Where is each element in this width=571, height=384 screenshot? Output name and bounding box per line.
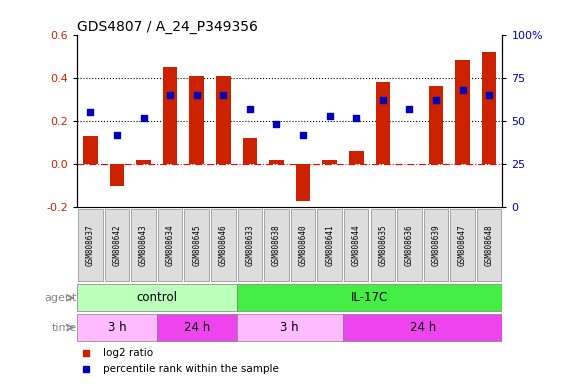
Text: GSM808633: GSM808633 <box>246 224 255 266</box>
Bar <box>136 160 151 164</box>
Text: GSM808646: GSM808646 <box>219 224 228 266</box>
Point <box>299 132 308 138</box>
FancyBboxPatch shape <box>104 209 129 281</box>
Text: percentile rank within the sample: percentile rank within the sample <box>103 364 279 374</box>
FancyBboxPatch shape <box>264 209 289 281</box>
FancyBboxPatch shape <box>343 314 502 341</box>
Bar <box>429 86 443 164</box>
FancyBboxPatch shape <box>184 209 209 281</box>
Text: GSM808636: GSM808636 <box>405 224 414 266</box>
Point <box>485 92 494 98</box>
FancyBboxPatch shape <box>238 209 262 281</box>
Text: 24 h: 24 h <box>409 321 436 334</box>
Point <box>352 114 361 121</box>
Point <box>246 106 255 112</box>
Text: GSM808639: GSM808639 <box>432 224 440 266</box>
FancyBboxPatch shape <box>477 209 501 281</box>
Bar <box>482 52 497 164</box>
Point <box>166 92 175 98</box>
Bar <box>269 160 284 164</box>
Text: GSM808637: GSM808637 <box>86 224 95 266</box>
Point <box>192 92 202 98</box>
Text: 3 h: 3 h <box>280 321 299 334</box>
FancyBboxPatch shape <box>158 209 182 281</box>
FancyBboxPatch shape <box>397 209 421 281</box>
FancyBboxPatch shape <box>77 285 236 311</box>
Bar <box>376 82 390 164</box>
Text: GSM808634: GSM808634 <box>166 224 175 266</box>
Point <box>86 109 95 115</box>
Text: GSM808641: GSM808641 <box>325 224 334 266</box>
Bar <box>83 136 98 164</box>
FancyBboxPatch shape <box>211 209 236 281</box>
Point <box>458 87 467 93</box>
Text: GSM808647: GSM808647 <box>458 224 467 266</box>
Text: GSM808645: GSM808645 <box>192 224 201 266</box>
Bar <box>455 61 470 164</box>
Text: GSM808643: GSM808643 <box>139 224 148 266</box>
Text: GSM808642: GSM808642 <box>112 224 122 266</box>
Text: 24 h: 24 h <box>184 321 210 334</box>
Text: GSM808648: GSM808648 <box>485 224 494 266</box>
Text: 3 h: 3 h <box>108 321 126 334</box>
FancyBboxPatch shape <box>78 209 103 281</box>
Point <box>112 132 122 138</box>
Point <box>432 97 441 103</box>
Text: GSM808635: GSM808635 <box>379 224 387 266</box>
Text: time: time <box>52 323 77 333</box>
FancyBboxPatch shape <box>131 209 156 281</box>
Bar <box>163 67 178 164</box>
Text: IL-17C: IL-17C <box>351 291 388 304</box>
FancyBboxPatch shape <box>371 209 395 281</box>
FancyBboxPatch shape <box>291 209 315 281</box>
FancyBboxPatch shape <box>236 285 502 311</box>
FancyBboxPatch shape <box>424 209 448 281</box>
FancyBboxPatch shape <box>317 209 342 281</box>
Text: GSM808640: GSM808640 <box>299 224 308 266</box>
Bar <box>243 138 257 164</box>
Text: GDS4807 / A_24_P349356: GDS4807 / A_24_P349356 <box>77 20 258 33</box>
FancyBboxPatch shape <box>77 314 157 341</box>
Text: GSM808638: GSM808638 <box>272 224 281 266</box>
Bar <box>110 164 124 186</box>
Point <box>325 113 334 119</box>
Point <box>378 97 387 103</box>
Text: GSM808644: GSM808644 <box>352 224 361 266</box>
FancyBboxPatch shape <box>157 314 236 341</box>
Text: agent: agent <box>45 293 77 303</box>
FancyBboxPatch shape <box>344 209 368 281</box>
Point <box>272 121 281 127</box>
Bar <box>216 76 231 164</box>
Text: log2 ratio: log2 ratio <box>103 348 152 358</box>
Text: control: control <box>136 291 178 304</box>
Bar <box>296 164 311 201</box>
FancyBboxPatch shape <box>236 314 343 341</box>
Point <box>405 106 414 112</box>
Point <box>219 92 228 98</box>
FancyBboxPatch shape <box>451 209 475 281</box>
Point <box>139 114 148 121</box>
Bar <box>349 151 364 164</box>
Bar <box>323 160 337 164</box>
Bar <box>190 76 204 164</box>
